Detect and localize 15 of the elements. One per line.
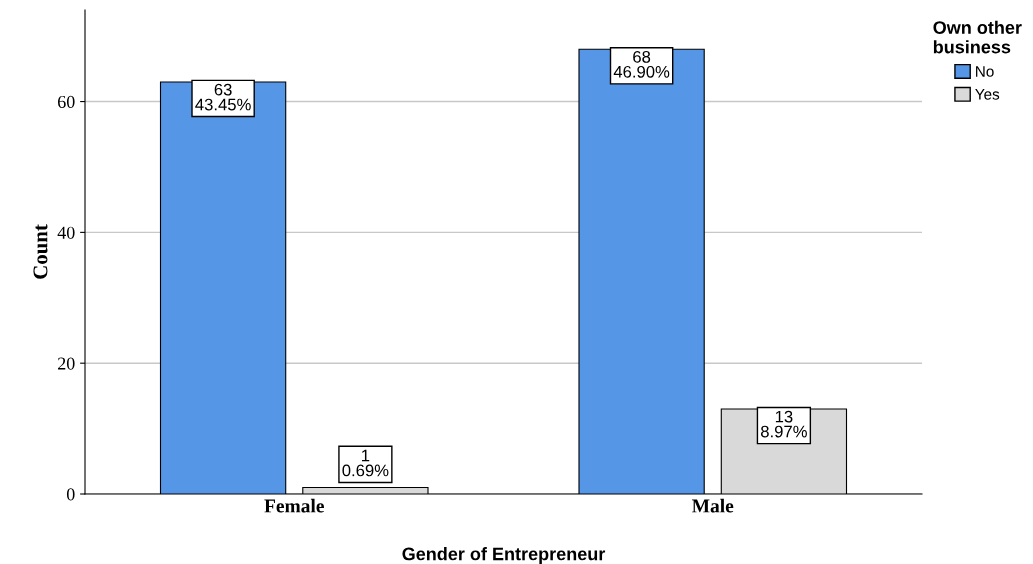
data-label: 63 43.45% xyxy=(195,83,251,111)
x-tick-label: Male xyxy=(692,498,734,513)
data-label: 68 46.90% xyxy=(613,50,670,78)
y-tick-label: 0 xyxy=(66,488,75,501)
y-tick-label: 40 xyxy=(57,226,75,239)
legend-label: No xyxy=(976,66,994,77)
y-axis-title: Count xyxy=(33,224,48,279)
x-tick-label: Female xyxy=(264,498,324,513)
y-tick-label: 60 xyxy=(58,95,75,109)
legend-label: Yes xyxy=(975,89,1000,100)
y-tick-label: 20 xyxy=(58,357,75,370)
data-label: 13 8.97% xyxy=(760,410,807,438)
legend-title: Own other business xyxy=(933,20,1022,54)
data-label: 1 0.69% xyxy=(342,449,389,477)
x-axis-title: Gender of Entrepreneur xyxy=(402,547,606,564)
